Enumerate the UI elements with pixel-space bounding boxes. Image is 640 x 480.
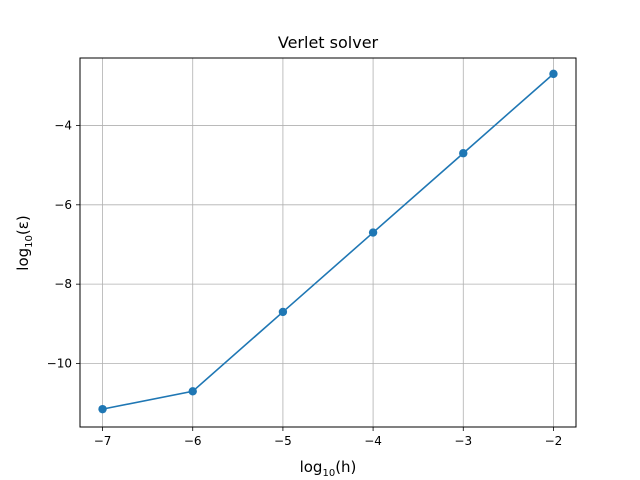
series-line <box>102 73 554 410</box>
y-axis-label: log10(ε) <box>14 215 35 270</box>
data-point <box>278 307 288 317</box>
x-axis-label-base: log <box>300 458 323 476</box>
data-point <box>368 228 378 237</box>
y-axis-label-arg: (ε) <box>14 215 32 235</box>
plot-frame <box>79 57 577 428</box>
y-tick-label: −6 <box>54 198 72 212</box>
chart-title: Verlet solver <box>278 33 379 52</box>
data-point <box>459 149 468 158</box>
data-point <box>549 69 558 79</box>
x-axis-label-subscript: 10 <box>322 468 335 479</box>
x-tick-label: −4 <box>364 434 382 448</box>
y-axis-label-subscript: 10 <box>24 235 35 248</box>
data-point <box>188 387 197 396</box>
x-axis-label-arg: (h) <box>335 458 356 476</box>
y-tick-label: −4 <box>54 118 72 132</box>
x-tick-label: −2 <box>545 434 563 448</box>
x-axis-label: log10(h) <box>300 458 357 479</box>
series-layer <box>98 69 558 414</box>
y-tick-label: −10 <box>47 357 72 371</box>
grid-lines <box>80 58 576 427</box>
x-tick-label: −7 <box>94 434 112 448</box>
x-tick-label: −6 <box>184 434 202 448</box>
data-point <box>98 404 107 414</box>
axis-ticks: −7 −6 −5 −4 −3 −2 −10 −8 −6 −4 <box>47 118 563 448</box>
y-axis-label-base: log <box>14 248 32 271</box>
x-tick-label: −5 <box>274 434 292 448</box>
y-tick-label: −8 <box>54 277 72 291</box>
x-tick-label: −3 <box>454 434 472 448</box>
